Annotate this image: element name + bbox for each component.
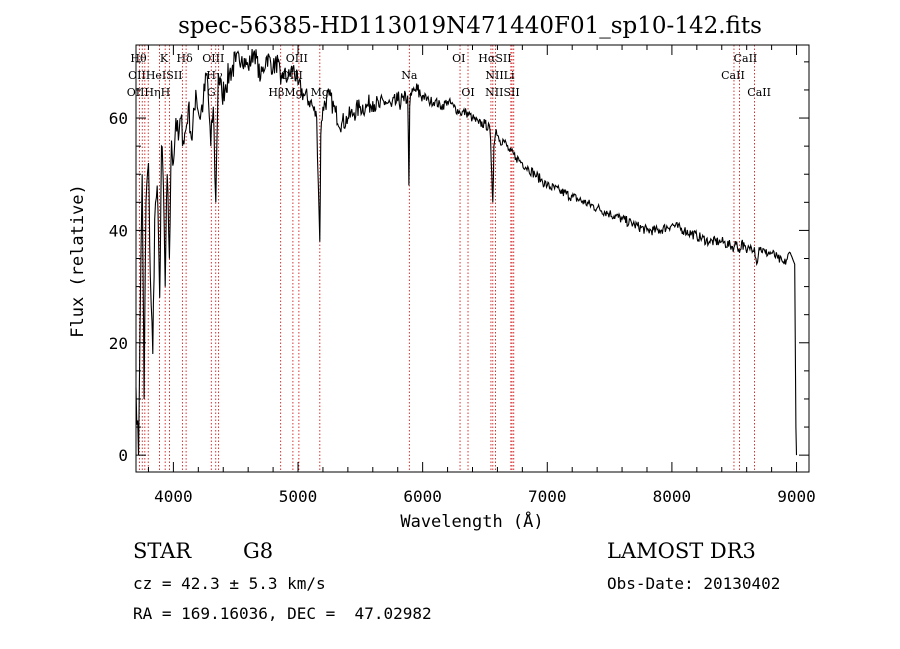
survey-name: LAMOST DR3 (607, 539, 756, 563)
y-tick-label: 60 (109, 109, 128, 128)
line-label: OIII (202, 52, 224, 65)
redshift-velocity: cz = 42.3 ± 5.3 km/s (133, 574, 326, 593)
line-label: NIISII (485, 86, 520, 99)
line-label: G (207, 86, 216, 99)
line-label: Na (401, 69, 418, 82)
x-tick-label: 5000 (279, 487, 318, 506)
line-markers (138, 45, 755, 472)
line-label: K (160, 52, 169, 65)
x-tick-label: 8000 (653, 487, 692, 506)
y-tick-label: 20 (109, 334, 128, 353)
x-tick-label: 4000 (154, 487, 193, 506)
line-label: HβMg (268, 86, 302, 99)
line-label: OI (461, 86, 474, 99)
y-tick-label: 40 (109, 221, 128, 240)
line-label: Hδ (176, 52, 193, 65)
y-tick-label: 0 (118, 446, 128, 465)
line-label: OIIHηH (127, 86, 170, 99)
x-axis: 4000 5000 6000 7000 8000 9000 (147, 45, 816, 506)
spectrum-line (135, 48, 798, 456)
line-label: CaII (747, 86, 771, 99)
line-label: Hθ (130, 52, 147, 65)
line-label: CaII (734, 52, 758, 65)
line-label: CaII (721, 69, 745, 82)
object-class: STAR (133, 539, 192, 563)
x-tick-label: 6000 (403, 487, 442, 506)
line-label: NIILi (485, 69, 515, 82)
observation-date: Obs-Date: 20130402 (607, 574, 781, 593)
spectral-subclass: G8 (243, 539, 274, 563)
line-label: HαSII (478, 52, 511, 65)
y-axis-label: Flux (relative) (68, 184, 88, 338)
y-axis: 0 20 40 60 (109, 61, 809, 465)
x-tick-label: 9000 (777, 487, 816, 506)
chart-title: spec-56385-HD113019N471440F01_sp10-142.f… (178, 13, 762, 39)
x-axis-label: Wavelength (Å) (400, 510, 543, 532)
coordinates: RA = 169.16036, DEC = 47.02982 (133, 604, 432, 623)
line-label: OIIHeISII (128, 69, 182, 82)
line-label: OI (452, 52, 465, 65)
plot-frame (135, 44, 810, 473)
line-label: Mg (311, 86, 329, 99)
x-tick-label: 7000 (528, 487, 567, 506)
line-label: OIII (286, 52, 308, 65)
